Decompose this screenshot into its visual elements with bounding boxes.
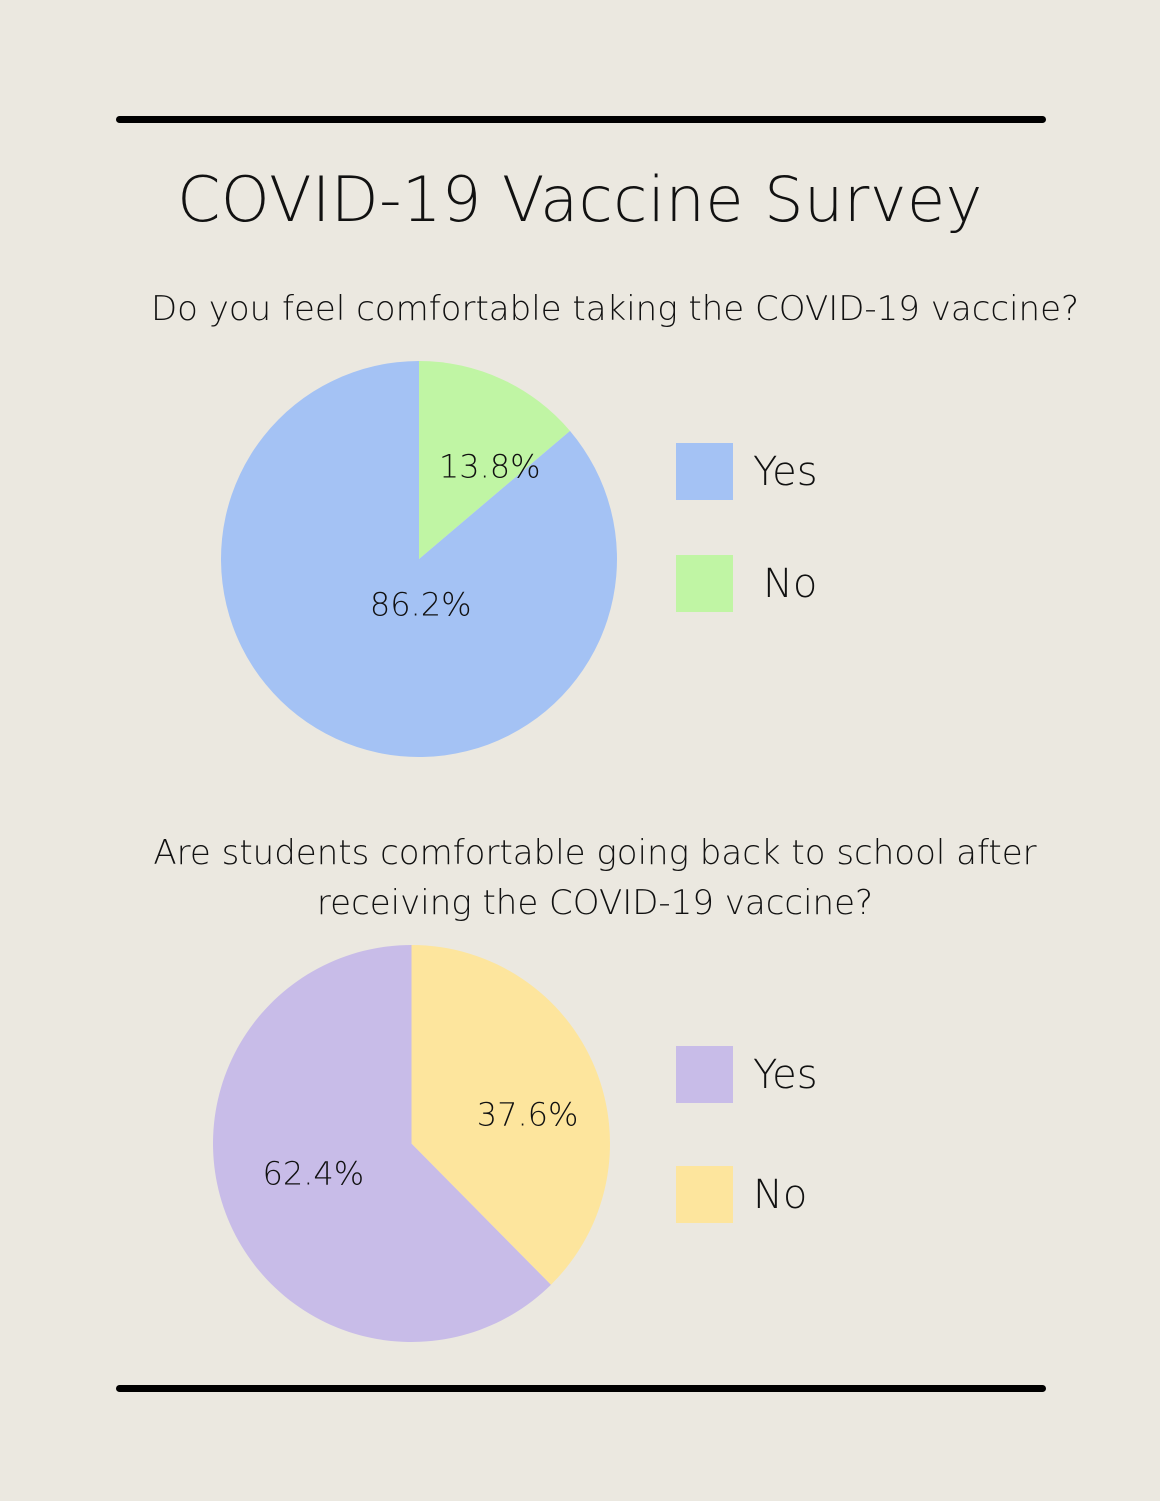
chart-1-title: Do you feel comfortable taking the COVID… (150, 289, 1080, 329)
pie-data-label-yes: 86.2% (370, 585, 472, 623)
legend-swatch-yes (676, 1046, 733, 1103)
legend-item-yes-2: Yes (676, 1046, 818, 1103)
bottom-divider (116, 1385, 1046, 1392)
legend-label-yes: Yes (753, 1051, 818, 1098)
page-title: COVID-19 Vaccine Survey (177, 163, 983, 236)
legend-label-no: No (763, 560, 818, 607)
legend-swatch-no (676, 1166, 733, 1223)
legend-label-yes: Yes (753, 448, 818, 495)
legend-item-no-1: No (676, 555, 817, 612)
pie-slice-no (411, 945, 610, 1285)
pie-slice-no (419, 361, 570, 559)
pie-data-label-no: 37.6% (477, 1096, 579, 1134)
pie-chart-1: 86.2% 13.8% (221, 361, 617, 757)
top-divider (116, 116, 1046, 123)
legend-item-no-2: No (676, 1166, 807, 1223)
legend-swatch-no (676, 555, 733, 612)
legend-item-yes-1: Yes (676, 443, 818, 500)
pie-slice-yes (212, 945, 551, 1342)
pie-chart-2: 62.4% 37.6% (212, 945, 610, 1342)
legend-swatch-yes (676, 443, 733, 500)
legend-label-no: No (753, 1171, 808, 1218)
pie-data-label-yes: 62.4% (263, 1154, 365, 1192)
chart-2-title: Are students comfortable going back to s… (153, 833, 1037, 923)
pie-data-label-no: 13.8% (439, 448, 541, 486)
